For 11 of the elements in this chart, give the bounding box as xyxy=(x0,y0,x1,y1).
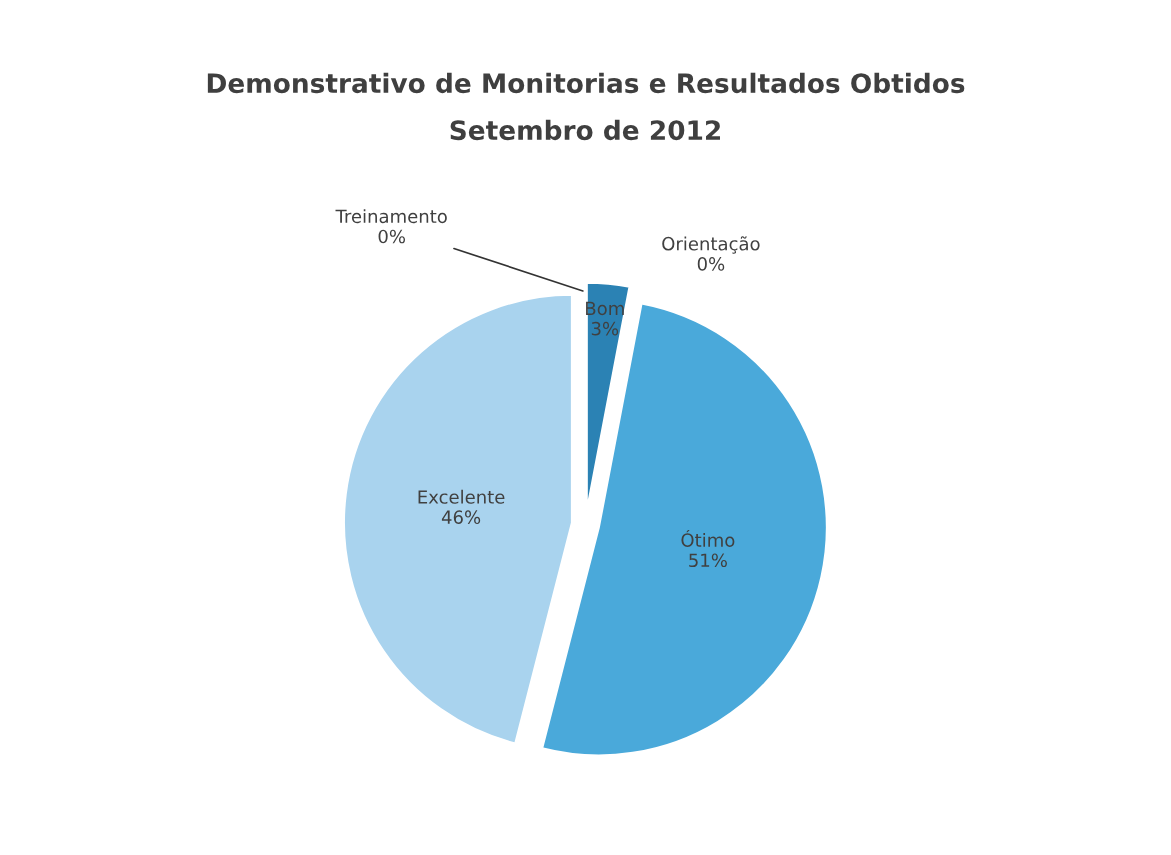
text: 0% xyxy=(697,257,725,271)
slice-label: Ótimo xyxy=(681,529,735,547)
text: 0% xyxy=(378,229,406,244)
chart-title: Demonstrativo de Monitorias e Resultados Obtidos xyxy=(207,72,965,94)
chart-subtitle: Setembro de 2012 xyxy=(450,119,720,141)
data-label: 46% xyxy=(441,510,481,525)
data-label: 3% xyxy=(591,321,619,336)
slice-label: Excelente xyxy=(418,489,505,504)
category-label: Treinamento xyxy=(335,209,447,224)
category-label: Orientação xyxy=(662,236,760,254)
data-label: 51% xyxy=(689,553,727,568)
